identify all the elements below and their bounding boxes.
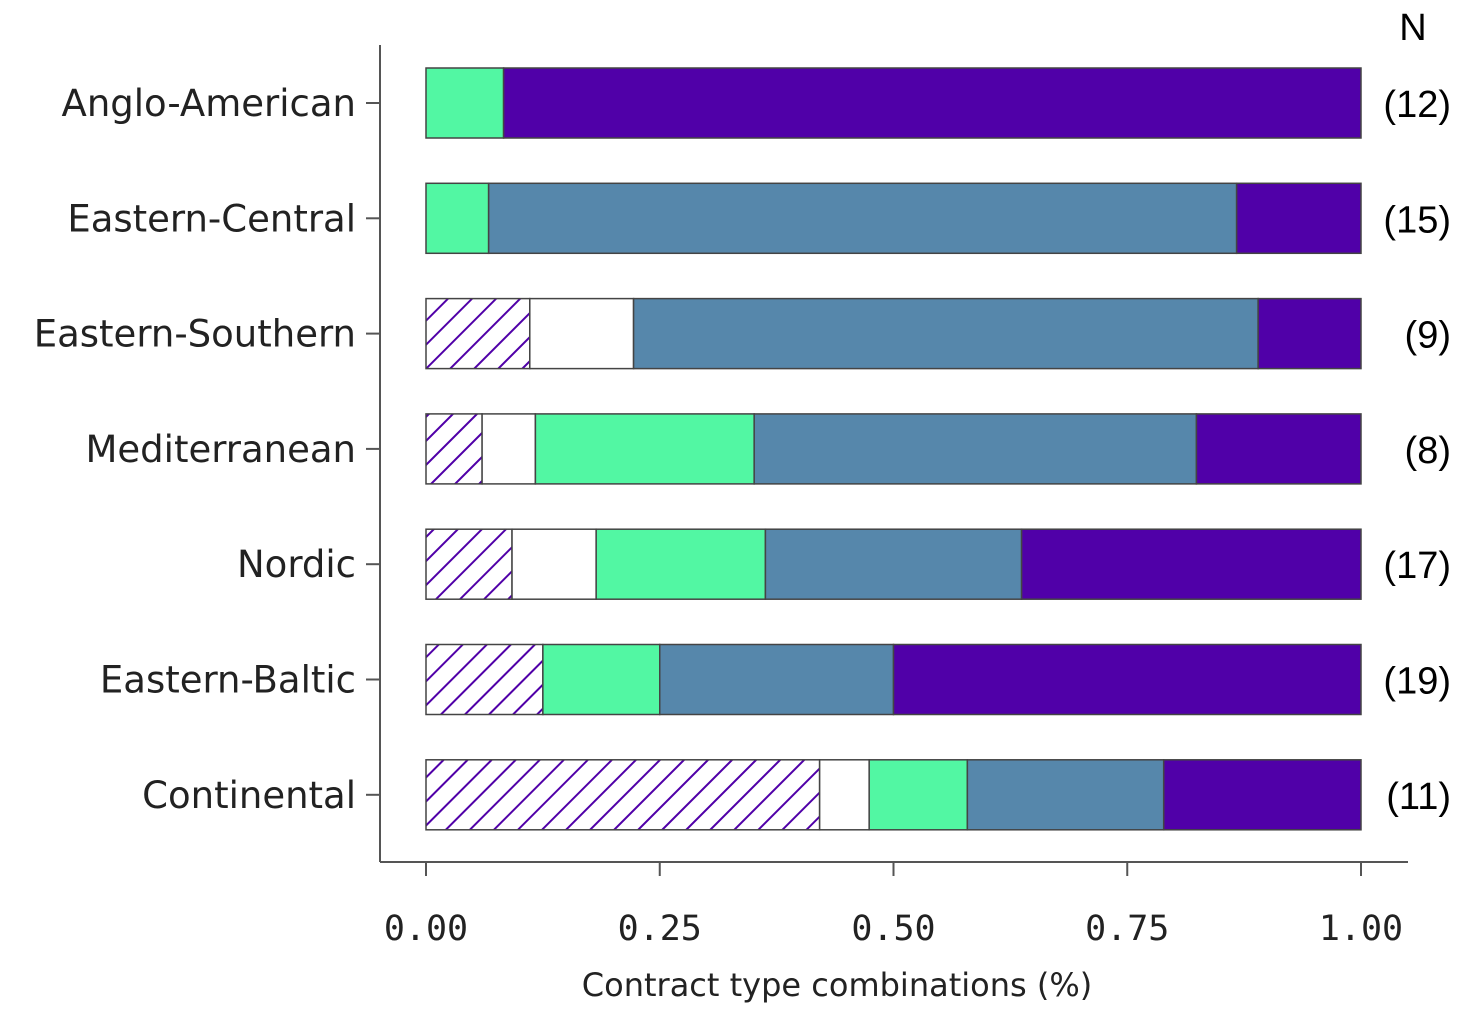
y-tick-label: Eastern-Southern (34, 313, 356, 356)
bar-segment-eastern-southern-4 (632, 297, 1259, 370)
bar-segment-mediterranean-4 (753, 413, 1198, 485)
y-axis: Anglo-American Eastern-Central Eastern-Sou… (34, 45, 381, 862)
y-tick-label: Anglo-American (62, 82, 356, 125)
bar-segment-continental-5 (1162, 759, 1362, 831)
n-label: (12) (1383, 84, 1451, 126)
bar-row-anglo-american (425, 67, 1362, 139)
bar-segment-eastern-baltic-1 (425, 643, 544, 716)
bar-segment-eastern-central-3 (425, 182, 490, 255)
n-header: N (1399, 7, 1426, 49)
bar-segment-eastern-central-5 (1235, 182, 1362, 255)
n-label: (19) (1383, 661, 1451, 703)
bar-segment-nordic-5 (1020, 528, 1362, 600)
bar-segment-continental-4 (966, 759, 1165, 831)
bar-segment-nordic-3 (595, 528, 767, 600)
bar-segment-nordic-2 (511, 528, 597, 600)
bar-row-eastern-southern (425, 297, 1362, 370)
bar-row-eastern-baltic (425, 643, 1362, 716)
n-label: (8) (1405, 430, 1451, 472)
x-axis: 0.00 0.25 0.50 0.75 1.00 (380, 861, 1408, 949)
bar-segment-eastern-baltic-4 (659, 643, 895, 716)
y-tick-label: Mediterranean (85, 428, 356, 471)
bar-segment-eastern-southern-5 (1257, 297, 1362, 370)
bar-segment-nordic-1 (425, 528, 513, 600)
y-tick-label: Continental (142, 774, 356, 817)
bar-segment-mediterranean-3 (534, 413, 755, 485)
n-label: (11) (1386, 776, 1451, 818)
n-label: (17) (1383, 545, 1451, 587)
bar-segment-continental-3 (868, 759, 969, 831)
bar-segment-continental-2 (818, 759, 870, 831)
y-tick-label: Eastern-Central (67, 197, 356, 240)
x-tick-label: 0.00 (384, 909, 468, 949)
x-axis-title: Contract type combinations (%) (582, 966, 1092, 1004)
bar-segment-mediterranean-5 (1195, 413, 1362, 485)
n-label: (9) (1405, 315, 1451, 357)
bar-segment-anglo-american-5 (502, 67, 1362, 139)
y-tick-label: Nordic (237, 543, 356, 586)
bar-row-nordic (425, 528, 1362, 600)
bar-segment-mediterranean-1 (425, 413, 483, 485)
bars-group (425, 67, 1362, 831)
bar-row-continental (425, 759, 1362, 831)
bar-segment-nordic-4 (764, 528, 1023, 600)
bar-segment-continental-1 (425, 759, 821, 831)
bar-row-eastern-central (425, 182, 1362, 255)
x-tick-label: 1.00 (1319, 909, 1403, 949)
y-tick-label: Eastern-Baltic (100, 659, 356, 702)
bar-segment-mediterranean-2 (481, 413, 537, 485)
bar-segment-eastern-central-4 (487, 182, 1238, 255)
x-tick-label: 0.25 (618, 909, 702, 949)
bar-row-mediterranean (425, 413, 1362, 485)
bar-segment-eastern-southern-2 (529, 297, 635, 370)
n-label: (15) (1383, 199, 1451, 241)
x-tick-label: 0.50 (851, 909, 935, 949)
bar-segment-anglo-american-3 (425, 67, 505, 139)
n-labels-group: (12) (15) (9) (8) (17) (19) (11) (1383, 84, 1451, 818)
bar-segment-eastern-southern-1 (425, 297, 531, 370)
bar-segment-eastern-baltic-3 (542, 643, 661, 716)
x-tick-label: 0.75 (1085, 909, 1169, 949)
bar-segment-eastern-baltic-5 (892, 643, 1362, 716)
